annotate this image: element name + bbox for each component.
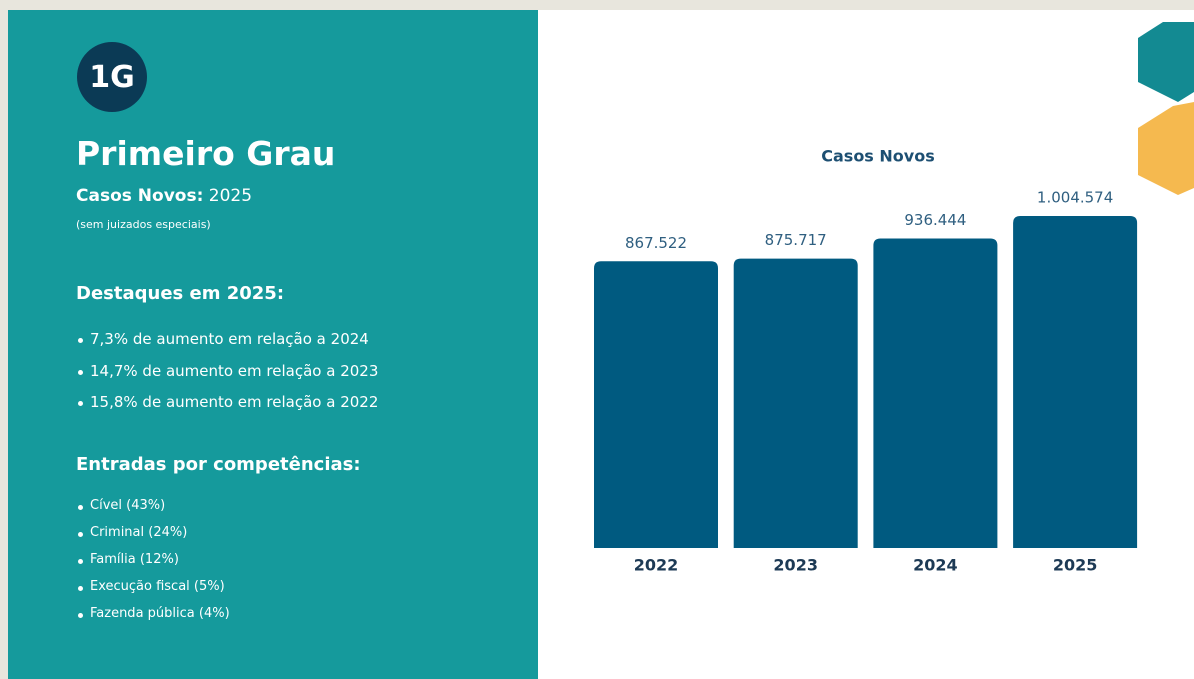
value-label: 867.522 xyxy=(625,234,687,252)
note: (sem juizados especiais) xyxy=(76,218,211,231)
x-tick-label: 2023 xyxy=(773,556,818,575)
subtitle-year: 2025 xyxy=(208,186,253,206)
highlights-title: Destaques em 2025: xyxy=(76,283,285,304)
bar xyxy=(733,258,858,548)
list-item: 14,7% de aumento em relação a 2023 xyxy=(76,362,378,394)
chart-title: Casos Novos xyxy=(821,147,934,166)
highlights-list: 7,3% de aumento em relação a 2024 14,7% d… xyxy=(76,330,378,425)
panel-title: Primeiro Grau xyxy=(76,134,336,173)
value-label: 875.717 xyxy=(765,231,827,249)
bar xyxy=(1013,216,1138,548)
hexagon-orange xyxy=(1138,102,1194,195)
list-item: Criminal (24%) xyxy=(76,525,230,552)
list-item: Execução fiscal (5%) xyxy=(76,579,230,606)
x-tick-label: 2022 xyxy=(634,556,679,575)
bar xyxy=(873,238,998,548)
x-tick-label: 2024 xyxy=(913,556,958,575)
list-item: Família (12%) xyxy=(76,552,230,579)
info-panel: 1G Primeiro Grau Casos Novos: 2025 (sem … xyxy=(8,10,538,679)
x-tick-label: 2025 xyxy=(1053,556,1098,575)
bar xyxy=(594,261,718,548)
entries-title: Entradas por competências: xyxy=(76,454,361,475)
value-label: 1.004.574 xyxy=(1037,189,1113,207)
subtitle: Casos Novos: 2025 xyxy=(76,186,252,206)
badge: 1G xyxy=(77,42,147,112)
list-item: Fazenda pública (4%) xyxy=(76,606,230,633)
chart: Casos Novos 867.522 2022 875.717 2023 936.44… xyxy=(538,10,1194,679)
value-label: 936.444 xyxy=(904,211,966,229)
list-item: Cível (43%) xyxy=(76,498,230,525)
entries-list: Cível (43%) Criminal (24%) Família (12%) Ex… xyxy=(76,498,230,633)
list-item: 7,3% de aumento em relação a 2024 xyxy=(76,330,378,362)
hexagon-teal xyxy=(1138,22,1194,102)
list-item: 15,8% de aumento em relação a 2022 xyxy=(76,393,378,425)
subtitle-label: Casos Novos: xyxy=(76,186,204,206)
